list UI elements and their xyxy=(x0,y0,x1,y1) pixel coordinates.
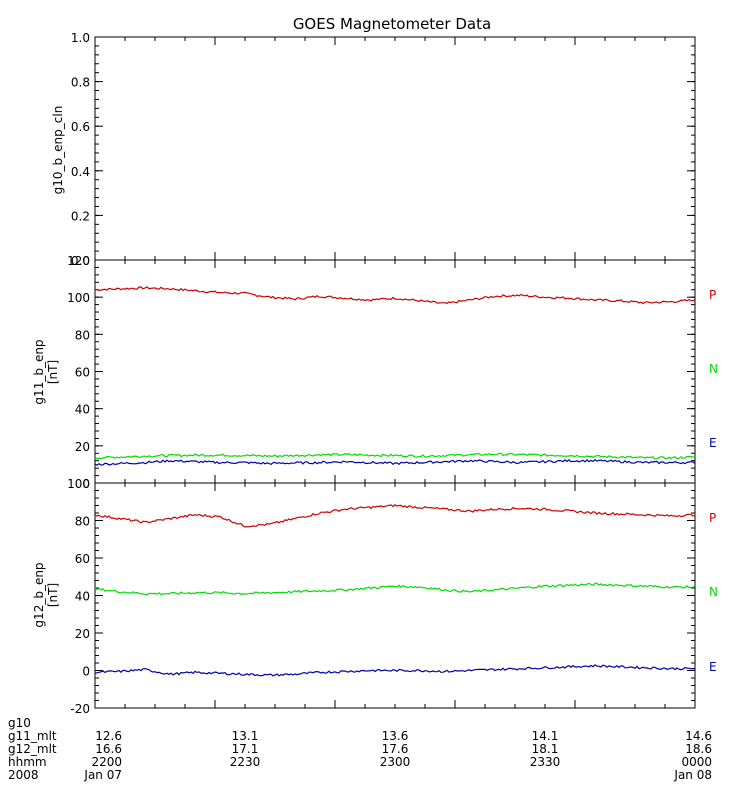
footer-label-hhmm: hhmm xyxy=(8,755,47,769)
bot-label-n: N xyxy=(709,585,718,599)
ytick-label-bot: 100 xyxy=(67,477,90,491)
ytick-label-bot: 60 xyxy=(75,552,90,566)
footer-label-g12-mlt: g12_mlt xyxy=(8,742,57,756)
footer-label-year: 2008 xyxy=(8,768,39,782)
footer-g12_mlt-4: 18.6 xyxy=(685,742,712,756)
panel-bot-frame xyxy=(94,482,696,709)
chart-dynamic-layer: 1.00.80.60.40.20.01201008060402001008060… xyxy=(67,31,712,782)
footer-g12_mlt-1: 17.1 xyxy=(232,742,259,756)
footer-label-g10: g10 xyxy=(8,716,31,730)
series-mid-e xyxy=(94,458,696,466)
ytick-label-top: 0.6 xyxy=(71,120,90,134)
ytick-label-mid: 100 xyxy=(67,291,90,305)
panel-top-ylabel: g10_b_enp_cln xyxy=(51,106,65,195)
footer-g11_mlt-2: 13.6 xyxy=(382,729,409,743)
mid-label-e: E xyxy=(709,436,717,450)
ytick-label-top: 0.0 xyxy=(71,254,90,268)
ytick-label-mid: 0 xyxy=(82,477,90,491)
footer-hhmm-1: 2230 xyxy=(230,755,261,769)
footer-hhmm-0: 2200 xyxy=(91,755,122,769)
footer-g12_mlt-2: 17.6 xyxy=(382,742,409,756)
footer-g11_mlt-0: 12.6 xyxy=(95,729,122,743)
ytick-label-top: 1.0 xyxy=(71,31,90,45)
series-bot-p xyxy=(94,504,696,528)
ytick-label-mid: 40 xyxy=(75,403,90,417)
footer-date-4: Jan 08 xyxy=(673,768,712,782)
series-bot-e xyxy=(94,664,696,677)
footer-g11_mlt-1: 13.1 xyxy=(232,729,259,743)
footer-hhmm-4: 0000 xyxy=(681,755,712,769)
panel-top-frame xyxy=(94,36,696,261)
ytick-label-bot: 40 xyxy=(75,590,90,604)
ytick-label-mid: 120 xyxy=(67,254,90,268)
chart-title: GOES Magnetometer Data xyxy=(293,15,491,33)
panel-mid-frame xyxy=(94,259,696,484)
mid-label-n: N xyxy=(709,362,718,376)
ytick-label-top: 0.8 xyxy=(71,76,90,90)
panel-bot-unit: [nT] xyxy=(46,583,60,607)
series-mid-p xyxy=(94,286,696,305)
ytick-label-bot: -20 xyxy=(70,702,90,716)
ytick-label-top: 0.4 xyxy=(71,165,90,179)
bot-label-e: E xyxy=(709,660,717,674)
series-bot-n xyxy=(94,582,696,596)
ytick-label-mid: 80 xyxy=(75,328,90,342)
series-mid-n xyxy=(94,452,696,460)
ytick-label-top: 0.2 xyxy=(71,209,90,223)
ytick-label-mid: 60 xyxy=(75,366,90,380)
footer-g11_mlt-3: 14.1 xyxy=(532,729,559,743)
footer-date-0: Jan 07 xyxy=(83,768,122,782)
footer-g12_mlt-3: 18.1 xyxy=(532,742,559,756)
panel-bot-ylabel: g12_b_enp xyxy=(32,562,46,627)
ytick-label-bot: 20 xyxy=(75,627,90,641)
ytick-label-bot: 0 xyxy=(82,665,90,679)
panel-mid-unit: [nT] xyxy=(46,360,60,384)
footer-g12_mlt-0: 16.6 xyxy=(95,742,122,756)
ytick-label-bot: 80 xyxy=(75,515,90,529)
footer-g11_mlt-4: 14.6 xyxy=(685,729,712,743)
footer-label-g11-mlt: g11_mlt xyxy=(8,729,57,743)
bot-label-p: P xyxy=(709,511,716,525)
mid-label-p: P xyxy=(709,288,716,302)
ytick-label-mid: 20 xyxy=(75,440,90,454)
panel-mid-ylabel: g11_b_enp xyxy=(32,339,46,404)
footer-hhmm-2: 2300 xyxy=(380,755,411,769)
footer-hhmm-3: 2330 xyxy=(530,755,561,769)
